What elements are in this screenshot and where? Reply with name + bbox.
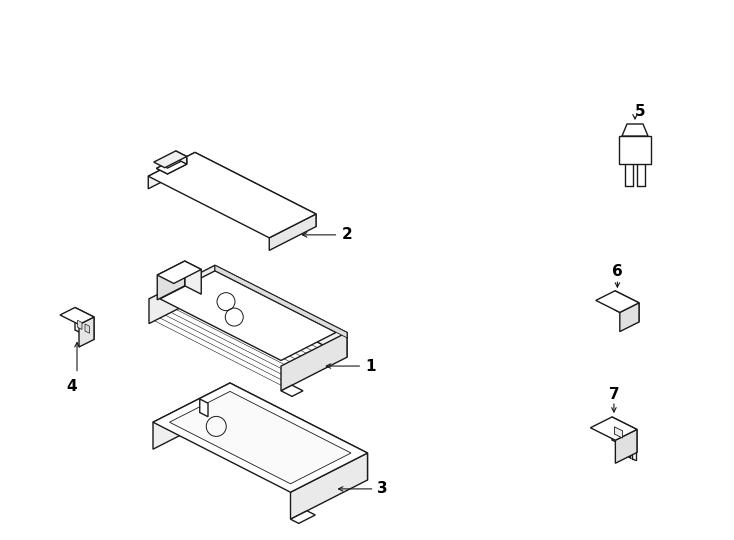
- Text: 5: 5: [635, 104, 645, 118]
- Polygon shape: [79, 317, 94, 347]
- Polygon shape: [156, 153, 186, 174]
- Polygon shape: [200, 399, 208, 417]
- Polygon shape: [612, 417, 637, 453]
- Polygon shape: [195, 152, 316, 227]
- Polygon shape: [149, 265, 215, 323]
- Polygon shape: [175, 151, 186, 164]
- Polygon shape: [148, 152, 316, 238]
- Polygon shape: [75, 307, 94, 340]
- Polygon shape: [281, 333, 347, 391]
- Polygon shape: [269, 214, 316, 251]
- Polygon shape: [170, 392, 351, 484]
- Polygon shape: [157, 261, 201, 284]
- Polygon shape: [230, 383, 368, 480]
- Polygon shape: [156, 159, 186, 174]
- Text: 4: 4: [67, 379, 77, 394]
- Polygon shape: [157, 261, 185, 300]
- Polygon shape: [291, 453, 368, 519]
- Polygon shape: [215, 265, 347, 338]
- Text: 6: 6: [612, 264, 622, 279]
- Polygon shape: [615, 291, 639, 322]
- Polygon shape: [596, 291, 639, 313]
- Polygon shape: [615, 429, 637, 463]
- Polygon shape: [281, 385, 303, 396]
- Polygon shape: [85, 324, 90, 333]
- Polygon shape: [185, 261, 201, 294]
- Polygon shape: [153, 383, 230, 449]
- Polygon shape: [215, 265, 347, 357]
- Bar: [619, 136, 651, 164]
- Polygon shape: [160, 271, 336, 361]
- Polygon shape: [291, 511, 315, 523]
- Polygon shape: [153, 151, 186, 168]
- Polygon shape: [619, 303, 639, 332]
- Polygon shape: [622, 124, 648, 136]
- Polygon shape: [148, 152, 195, 189]
- Text: 1: 1: [366, 359, 376, 374]
- Text: 7: 7: [608, 387, 619, 402]
- Polygon shape: [153, 383, 368, 492]
- Polygon shape: [60, 307, 94, 325]
- Text: 2: 2: [341, 227, 352, 242]
- Polygon shape: [590, 417, 637, 440]
- Polygon shape: [614, 427, 622, 438]
- Text: 3: 3: [377, 481, 388, 496]
- Polygon shape: [78, 320, 82, 329]
